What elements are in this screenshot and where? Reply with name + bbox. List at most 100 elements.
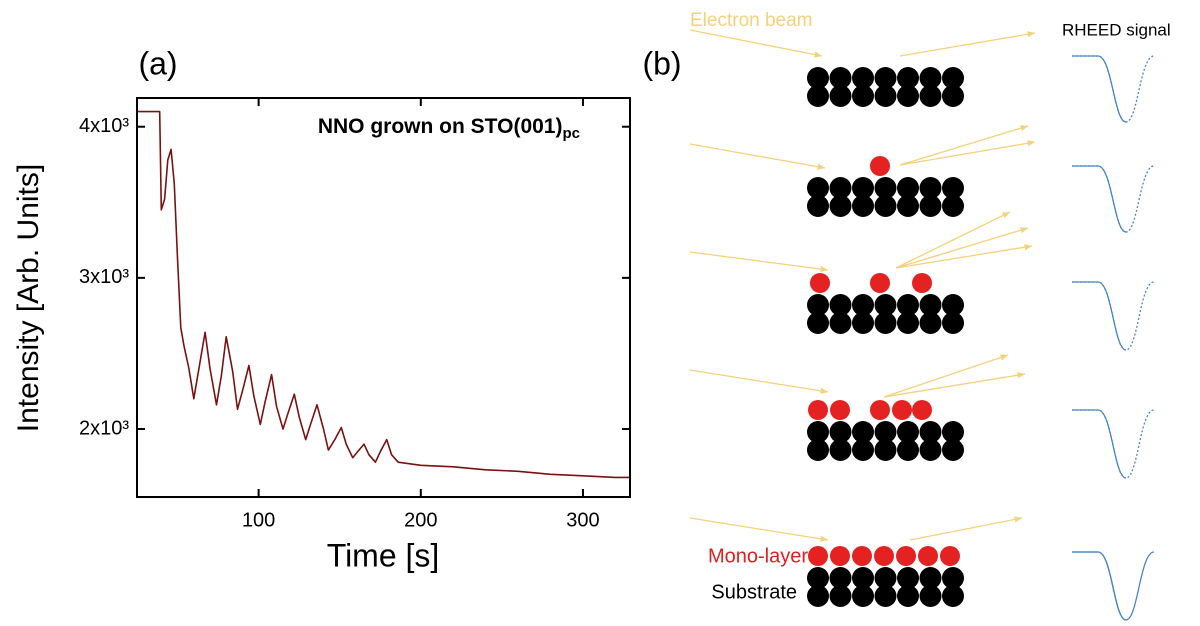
adatom <box>808 546 828 566</box>
rheed-curve <box>1072 55 1127 123</box>
arrow-head <box>1000 354 1008 361</box>
substrate-atom <box>852 294 874 316</box>
arrow-head <box>1027 31 1035 38</box>
substrate-label: Substrate <box>711 581 797 603</box>
substrate-atom <box>942 195 964 217</box>
substrate-atom <box>807 567 829 589</box>
beam-arrow <box>883 373 1026 398</box>
arrow-head <box>820 387 828 394</box>
beam-label: Electron beam <box>690 10 813 31</box>
substrate-atom <box>829 585 852 607</box>
adatom <box>830 400 850 420</box>
adatom <box>810 273 830 293</box>
rheed-curve <box>1072 281 1127 351</box>
substrate-atom <box>919 67 942 89</box>
substrate-atom <box>829 421 852 443</box>
y-tick-label: 4x10³ <box>79 115 129 137</box>
data-line <box>137 110 630 479</box>
substrate-atom <box>874 567 897 589</box>
substrate-atom <box>874 312 897 334</box>
substrate-atom <box>852 439 874 461</box>
adatom <box>830 546 850 566</box>
adatom <box>808 400 828 420</box>
substrate-atom <box>829 439 852 461</box>
arrow-head <box>1024 244 1032 251</box>
signal-label: RHEED signal <box>1062 20 1171 39</box>
substrate-atom <box>807 421 829 443</box>
substrate-atom <box>919 294 942 316</box>
substrate-atom <box>807 67 829 89</box>
adatom <box>896 546 916 566</box>
substrate-atom <box>807 294 829 316</box>
x-axis-title: Time [s] <box>327 537 440 573</box>
substrate-atom <box>852 67 874 89</box>
substrate-atom <box>874 421 897 443</box>
y-tick-label: 3x10³ <box>79 266 129 288</box>
substrate-atom <box>942 85 964 107</box>
diagram: (b) Electron beam RHEED signal Mono-laye… <box>642 10 1171 621</box>
annotation-subscript: pc <box>562 125 580 142</box>
adatom <box>852 546 872 566</box>
substrate-atom <box>919 439 942 461</box>
arrow-head <box>820 535 828 542</box>
substrate-atom <box>919 421 942 443</box>
adatom <box>912 273 932 293</box>
substrate-atom <box>897 67 919 89</box>
beam-arrow <box>895 245 1033 269</box>
substrate-atom <box>897 585 919 607</box>
beam-arrow <box>689 29 823 57</box>
plot-area: 100 200 300 2x10³ 3x10³ 4x10³ <box>79 97 631 531</box>
substrate-atom <box>897 195 919 217</box>
substrate-atom <box>919 312 942 334</box>
substrate-atom <box>829 567 852 589</box>
substrate-atom <box>942 439 964 461</box>
substrate-atom <box>897 567 919 589</box>
beam-arrow <box>689 251 829 271</box>
rheed-curve <box>1072 551 1127 621</box>
beam-arrow <box>689 517 829 541</box>
substrate-atom <box>852 177 874 199</box>
rheed-curve <box>1072 409 1127 479</box>
adatom <box>918 546 938 566</box>
x-tick-label: 200 <box>404 509 437 531</box>
beam-arrow <box>689 369 829 393</box>
substrate-atom <box>919 195 942 217</box>
adatom <box>892 400 912 420</box>
substrate-atom <box>942 421 964 443</box>
substrate-atom <box>897 421 919 443</box>
adatom <box>870 273 890 293</box>
annotation: NNO grown on STO(001)pc <box>318 115 580 142</box>
beam-arrow <box>895 227 1029 269</box>
arrow-head <box>1027 140 1035 147</box>
substrate-atom <box>919 585 942 607</box>
substrate-atom <box>829 312 852 334</box>
adatom <box>874 546 894 566</box>
substrate-atom <box>807 177 829 199</box>
substrate-atom <box>919 567 942 589</box>
beam-arrow <box>689 143 826 169</box>
adatom <box>870 156 890 176</box>
substrate-atom <box>919 85 942 107</box>
arrow-head <box>1020 125 1028 132</box>
arrow-head <box>820 265 828 273</box>
panel-label: (b) <box>642 45 681 81</box>
substrate-atom <box>897 439 919 461</box>
substrate-atom <box>874 195 897 217</box>
substrate-atom <box>942 585 964 607</box>
substrate-atom <box>829 177 852 199</box>
substrate-atom <box>852 195 874 217</box>
substrate-atom <box>852 312 874 334</box>
substrate-atom <box>807 585 829 607</box>
x-tick-label: 300 <box>566 509 599 531</box>
rheed-curve <box>1072 165 1127 233</box>
substrate-atom <box>807 195 829 217</box>
beam-arrow <box>883 354 1009 398</box>
substrate-atom <box>897 294 919 316</box>
plot-frame <box>136 97 631 498</box>
arrow-head <box>1014 516 1022 523</box>
substrate-atom <box>852 85 874 107</box>
substrate-atom <box>897 85 919 107</box>
substrate-atom <box>829 195 852 217</box>
annotation-text: NNO grown on STO(001) <box>318 115 563 138</box>
